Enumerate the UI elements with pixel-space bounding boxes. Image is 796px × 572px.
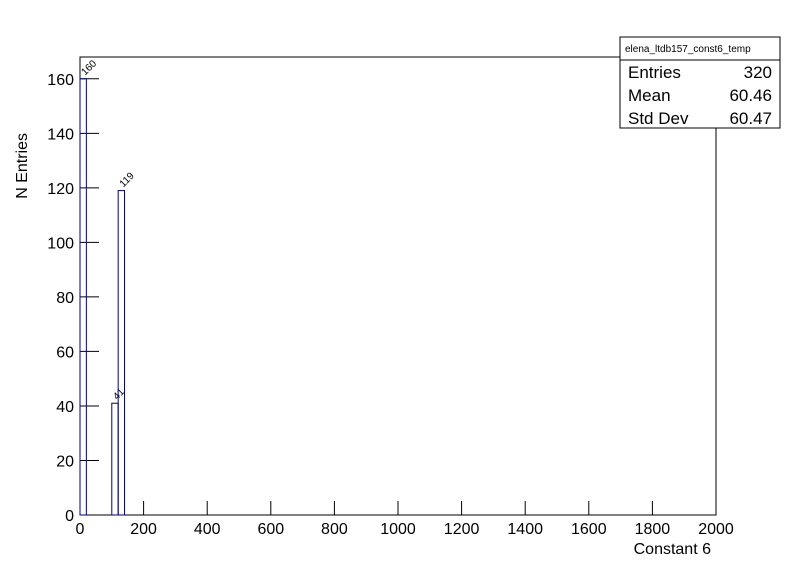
y-tick-label: 0 [65,508,74,525]
histogram-bar [79,78,87,516]
stats-value: 60.46 [729,86,772,105]
x-tick-label: 2000 [698,521,734,538]
stats-frame [619,36,781,129]
stats-value: 320 [744,63,772,82]
x-tick-label: 1400 [507,521,543,538]
x-tick-label: 1200 [444,521,480,538]
histogram-bar [117,190,126,516]
stats-label: Mean [628,86,671,105]
histogram-bar [111,402,119,516]
y-tick-label: 120 [47,181,74,198]
x-tick-label: 1800 [635,521,671,538]
x-axis-label: Constant 6 [634,541,711,558]
y-tick-label: 40 [56,399,74,416]
x-tick-label: 200 [130,521,157,538]
y-tick-label: 60 [56,344,74,361]
y-tick-label: 140 [47,126,74,143]
x-tick-label: 1600 [571,521,607,538]
stats-box: elena_ltdb157_const6_temp [619,36,781,129]
y-tick-label: 160 [47,72,74,89]
x-tick-label: 1000 [380,521,416,538]
x-tick-label: 600 [257,521,284,538]
x-tick-label: 0 [76,521,85,538]
data-label: 119 [118,170,137,189]
y-tick-label: 20 [56,453,74,470]
stats-label: Entries [628,63,681,82]
y-axis-label: N Entries [14,133,31,199]
x-tick-label: 400 [194,521,221,538]
x-tick-label: 800 [321,521,348,538]
y-tick-label: 80 [56,290,74,307]
stats-label: Std Dev [628,109,689,128]
stats-title: elena_ltdb157_const6_temp [625,44,751,55]
data-label: 160 [80,58,100,78]
y-tick-label: 100 [47,235,74,252]
stats-value: 60.47 [729,109,772,128]
